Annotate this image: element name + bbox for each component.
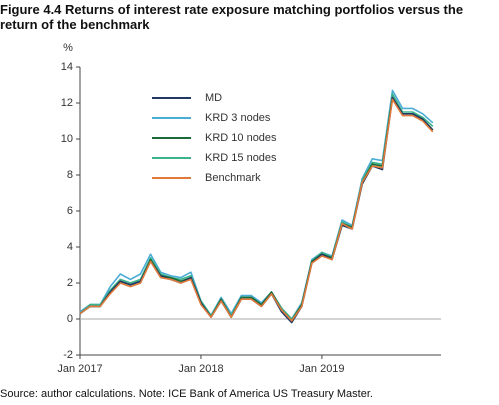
legend-label: Benchmark [205,172,261,184]
x-tick-label: Jan 2018 [178,363,223,375]
y-tick-label: 14 [61,61,73,73]
series-line [79,89,434,320]
y-tick-label: 12 [61,97,73,109]
y-tick-label: 4 [67,241,73,253]
y-tick-label: 8 [67,169,73,181]
source-note: Source: author calculations. Note: ICE B… [0,388,373,400]
y-tick-label: 6 [67,205,73,217]
legend-label: KRD 3 nodes [205,112,271,124]
y-tick-label: 0 [67,313,73,325]
y-axis-label: % [63,42,73,54]
y-tick-label: 10 [61,133,73,145]
y-tick-label: 2 [67,277,73,289]
chart: % -2 0 2 4 6 8 10 12 14 Jan 2017 Jan 2018 Jan 2019 M… [57,42,441,375]
y-tick-label: -2 [63,349,73,361]
legend-label: MD [205,92,222,104]
chart-title: Figure 4.4 Returns of interest rate expo… [0,2,464,32]
x-tick-label: Jan 2019 [299,363,344,375]
x-tick-label: Jan 2017 [57,363,102,375]
legend-label: KRD 10 nodes [205,132,277,144]
series-line [79,98,434,322]
legend-label: KRD 15 nodes [205,152,277,164]
